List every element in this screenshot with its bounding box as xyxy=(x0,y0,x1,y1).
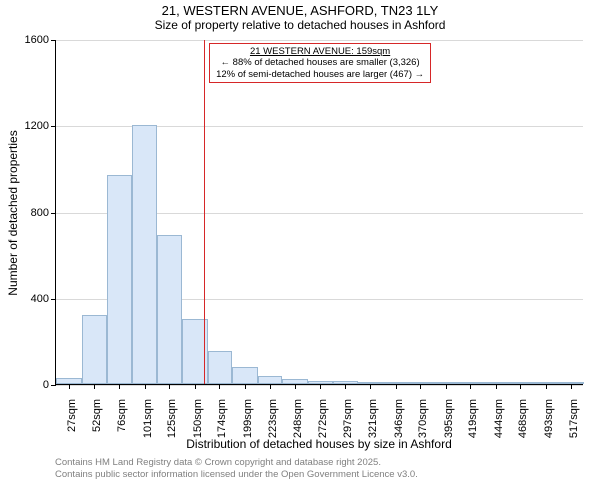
x-tick-label: 297sqm xyxy=(342,399,354,438)
x-tick xyxy=(145,384,146,389)
x-tick xyxy=(520,384,521,389)
y-tick-label: 400 xyxy=(0,293,49,305)
histogram-bar xyxy=(107,175,132,384)
y-tick xyxy=(51,126,56,127)
x-tick xyxy=(496,384,497,389)
x-tick-label: 223sqm xyxy=(267,399,279,438)
x-tick-label: 346sqm xyxy=(393,399,405,438)
x-tick xyxy=(219,384,220,389)
x-tick-label: 493sqm xyxy=(543,399,555,438)
y-tick-label: 1200 xyxy=(0,120,49,132)
reference-line xyxy=(204,40,205,384)
x-tick-label: 395sqm xyxy=(443,399,455,438)
attribution-line: Contains public sector information licen… xyxy=(55,469,418,481)
x-tick-label: 272sqm xyxy=(317,399,329,438)
x-tick xyxy=(195,384,196,389)
x-tick-label: 199sqm xyxy=(242,399,254,438)
x-tick-label: 125sqm xyxy=(166,399,178,438)
x-tick xyxy=(396,384,397,389)
x-tick xyxy=(345,384,346,389)
x-tick xyxy=(320,384,321,389)
x-tick-label: 321sqm xyxy=(367,399,379,438)
histogram-bar xyxy=(157,235,182,384)
x-tick xyxy=(270,384,271,389)
x-axis-label: Distribution of detached houses by size … xyxy=(55,437,583,451)
x-tick-label: 52sqm xyxy=(91,399,103,432)
x-tick xyxy=(446,384,447,389)
y-tick-label: 800 xyxy=(0,207,49,219)
chart-subtitle: Size of property relative to detached ho… xyxy=(0,18,600,32)
x-tick-label: 101sqm xyxy=(142,399,154,438)
y-tick xyxy=(51,385,56,386)
x-tick-label: 419sqm xyxy=(467,399,479,438)
x-tick-label: 468sqm xyxy=(517,399,529,438)
x-tick-label: 27sqm xyxy=(66,399,78,432)
y-tick-label: 0 xyxy=(0,379,49,391)
y-tick xyxy=(51,213,56,214)
histogram-chart xyxy=(55,40,583,385)
histogram-bar xyxy=(232,367,258,384)
histogram-bar xyxy=(208,351,233,384)
x-tick xyxy=(370,384,371,389)
x-tick xyxy=(245,384,246,389)
x-tick-label: 444sqm xyxy=(493,399,505,438)
x-tick-label: 150sqm xyxy=(192,399,204,438)
x-tick xyxy=(69,384,70,389)
x-tick-label: 174sqm xyxy=(216,399,228,438)
chart-title: 21, WESTERN AVENUE, ASHFORD, TN23 1LY xyxy=(0,0,600,18)
x-tick xyxy=(119,384,120,389)
x-tick xyxy=(470,384,471,389)
x-tick xyxy=(420,384,421,389)
annotation-line: 12% of semi-detached houses are larger (… xyxy=(216,69,424,80)
x-tick xyxy=(571,384,572,389)
x-tick-label: 517sqm xyxy=(568,399,580,438)
x-tick-label: 76sqm xyxy=(116,399,128,432)
x-tick xyxy=(169,384,170,389)
y-tick xyxy=(51,299,56,300)
gridline xyxy=(56,40,583,41)
attribution-line: Contains HM Land Registry data © Crown c… xyxy=(55,457,418,469)
y-tick-label: 1600 xyxy=(0,34,49,46)
annotation-line: ← 88% of detached houses are smaller (3,… xyxy=(216,57,424,68)
y-tick xyxy=(51,40,56,41)
x-tick-label: 248sqm xyxy=(292,399,304,438)
attribution-text: Contains HM Land Registry data © Crown c… xyxy=(55,457,418,481)
histogram-bar xyxy=(258,376,283,384)
x-tick xyxy=(94,384,95,389)
x-tick-label: 370sqm xyxy=(417,399,429,438)
histogram-bar xyxy=(132,125,158,384)
annotation-title: 21 WESTERN AVENUE: 159sqm xyxy=(216,46,424,57)
x-tick xyxy=(546,384,547,389)
annotation-box: 21 WESTERN AVENUE: 159sqm← 88% of detach… xyxy=(209,43,431,83)
histogram-bar xyxy=(82,315,108,384)
x-tick xyxy=(295,384,296,389)
